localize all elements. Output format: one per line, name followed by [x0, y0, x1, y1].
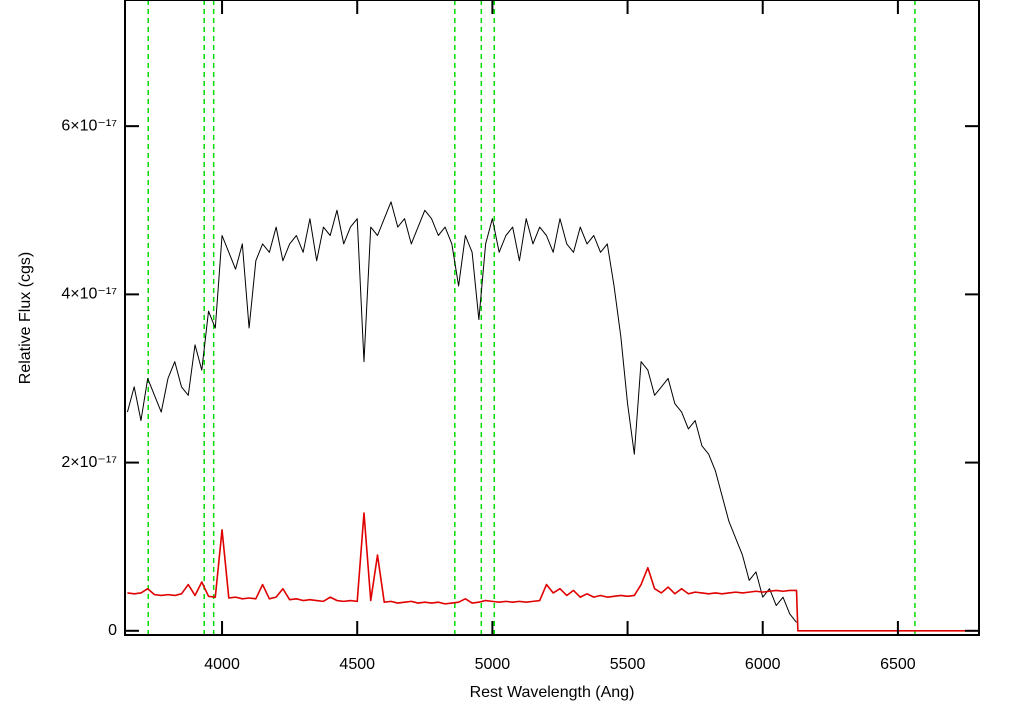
spectrum-line	[127, 512, 979, 632]
y-tick-label: 0	[108, 622, 117, 639]
x-tick-label: 6500	[880, 656, 916, 673]
x-tick-label: 4500	[339, 656, 375, 673]
y-axis-label: Relative Flux (cgs)	[17, 252, 34, 384]
x-tick-label: 5500	[610, 656, 646, 673]
x-axis-label: Rest Wavelength (Ang)	[470, 684, 635, 701]
y-tick-label: 4×10⁻¹⁷	[61, 286, 117, 303]
spectrum-line	[126, 201, 797, 623]
x-tick-label: 4000	[204, 656, 240, 673]
x-tick-label: 5000	[475, 656, 511, 673]
y-tick-label: 6×10⁻¹⁷	[61, 117, 117, 134]
plot-frame	[124, 0, 980, 636]
y-tick-label: 2×10⁻¹⁷	[61, 454, 117, 471]
x-tick-label: 6000	[745, 656, 781, 673]
